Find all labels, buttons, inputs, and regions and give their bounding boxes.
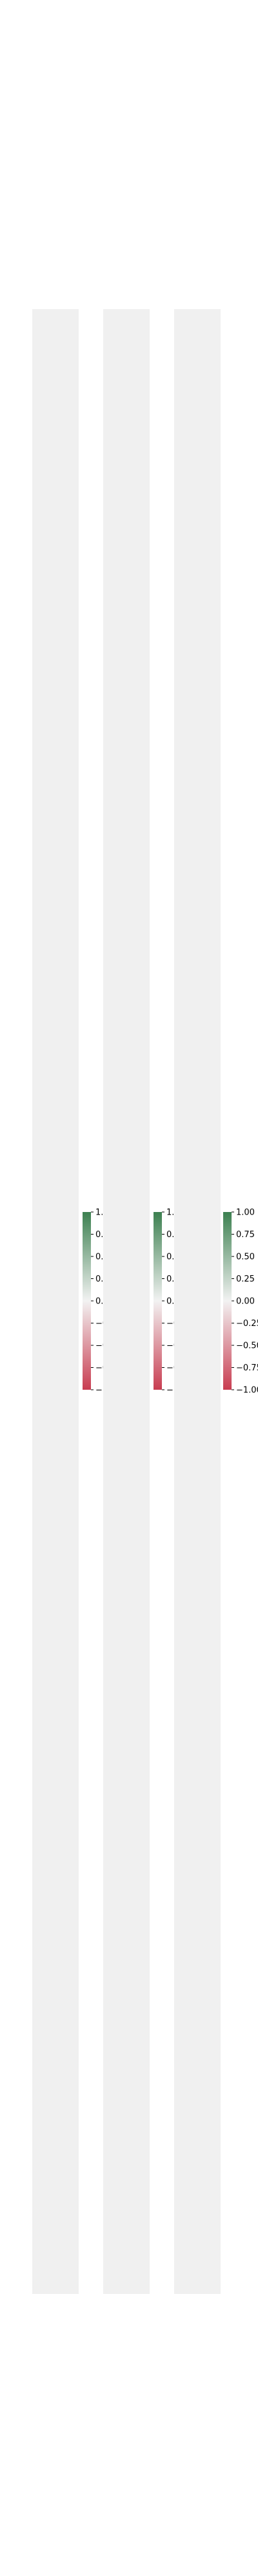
colorbar-tick-label-3-3: 0.25 [236, 1274, 255, 1284]
colorbar-2 [154, 1212, 162, 1390]
colorbar-tick-label-3-0: 1.00 [236, 1208, 255, 1218]
colorbar-tick-label-3-7: −0.75 [236, 1363, 258, 1373]
panel-2: 1.000.750.500.250.00−0.25−0.50−0.75−1.00 [103, 309, 192, 2294]
colorbar-3 [223, 1212, 232, 1390]
heatmap-area-2 [103, 309, 150, 2294]
colorbar-tick-label-3-6: −0.50 [236, 1341, 258, 1351]
colorbar-tick-label-3-8: −1.00 [236, 1386, 258, 1396]
panels: 1.00 0.75 0.50 0.25 0.00 −0.25 −0.50 −0.75 −1.00… [32, 309, 258, 2294]
panel-3: 1.00 0.75 0.50 0.25 0.00 −0.25 −0.50 −0.75 −1.00 [174, 309, 258, 2294]
colorbar-tick-label-3-4: 0.00 [236, 1297, 255, 1307]
colorbar-tick-label-3-1: 0.75 [236, 1230, 255, 1240]
colorbar-1 [83, 1212, 91, 1390]
heatmap-area-3 [174, 309, 221, 2294]
colorbar-tick-label-3-5: −0.25 [236, 1319, 258, 1329]
heatmap-area-1 [32, 309, 79, 2294]
colorbar-tick-label-3-2: 0.50 [236, 1253, 255, 1262]
